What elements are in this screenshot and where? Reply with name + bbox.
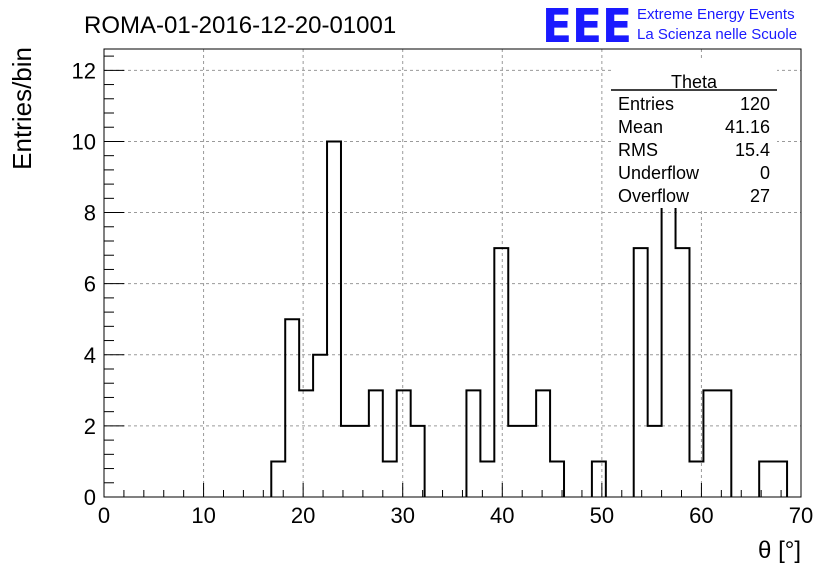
stats-row-label: Underflow (618, 163, 700, 183)
histogram-bin (508, 426, 522, 497)
stats-name: Theta (671, 72, 718, 92)
run-title: ROMA-01-2016-12-20-01001 (84, 12, 396, 39)
stats-row-value: 120 (740, 94, 770, 114)
axis-ticks (103, 55, 802, 498)
histogram-bin (592, 461, 606, 497)
histogram-bin (717, 390, 731, 497)
x-tick-labels: 0 10 20 30 40 50 60 70 (98, 503, 813, 528)
histogram-bin (494, 248, 508, 497)
stats-row-value: 0 (760, 163, 770, 183)
y-tick-label: 2 (84, 414, 96, 439)
x-tick-label: 10 (191, 503, 215, 528)
x-axis-label: θ [°] (758, 537, 801, 564)
eee-logo: EEE Extreme Energy Events La Scienza nel… (542, 0, 797, 53)
y-tick-label: 12 (72, 58, 96, 83)
histogram-bins (270, 69, 789, 497)
eee-logo-text: EEE (542, 0, 632, 53)
histogram-bin (341, 426, 355, 497)
stats-row-label: Mean (618, 117, 663, 137)
histogram-bin (466, 390, 480, 497)
histogram-bin (676, 248, 690, 497)
y-tick-labels: 0 2 4 6 8 10 12 (72, 58, 96, 510)
x-tick-label: 0 (98, 503, 110, 528)
histogram-bin (703, 390, 717, 497)
histogram-bin (522, 426, 536, 497)
histogram-bin (383, 461, 397, 497)
x-tick-label: 30 (390, 503, 414, 528)
histogram-bin (773, 461, 787, 497)
x-tick-label: 50 (590, 503, 614, 528)
x-tick-label: 70 (789, 503, 813, 528)
plot-frame (103, 48, 802, 498)
histogram-bin (648, 426, 662, 497)
stats-row-value: 41.16 (725, 117, 770, 137)
y-tick-label: 4 (84, 343, 96, 368)
x-tick-label: 20 (291, 503, 315, 528)
histogram-bin (327, 141, 341, 497)
y-axis-label: Entries/bin (7, 47, 37, 170)
y-tick-label: 6 (84, 272, 96, 297)
histogram-step-line (270, 69, 789, 497)
stats-row-value: 27 (750, 186, 770, 206)
x-tick-label: 40 (490, 503, 514, 528)
histogram-bin (299, 390, 313, 497)
stats-row-label: RMS (618, 140, 658, 160)
y-tick-label: 8 (84, 201, 96, 226)
histogram-bin (411, 426, 425, 497)
logo-line-1: Extreme Energy Events (637, 6, 795, 23)
histogram-bin (634, 248, 648, 497)
stats-row-label: Overflow (618, 186, 690, 206)
histogram-bin (355, 426, 369, 497)
y-tick-label: 0 (84, 485, 96, 510)
histogram-bin (285, 319, 299, 497)
stats-box: Theta Entries 120 Mean 41.16 RMS 15.4 Underflo… (611, 58, 777, 208)
y-tick-label: 10 (72, 129, 96, 154)
histogram-bin (536, 390, 550, 497)
stats-row-value: 15.4 (735, 140, 770, 160)
stats-row-label: Entries (618, 94, 674, 114)
histogram-bin (397, 390, 411, 497)
logo-line-2: La Scienza nelle Scuole (637, 26, 797, 43)
histogram-bin (369, 390, 383, 497)
stats-box-background (611, 58, 777, 208)
x-tick-label: 60 (689, 503, 713, 528)
